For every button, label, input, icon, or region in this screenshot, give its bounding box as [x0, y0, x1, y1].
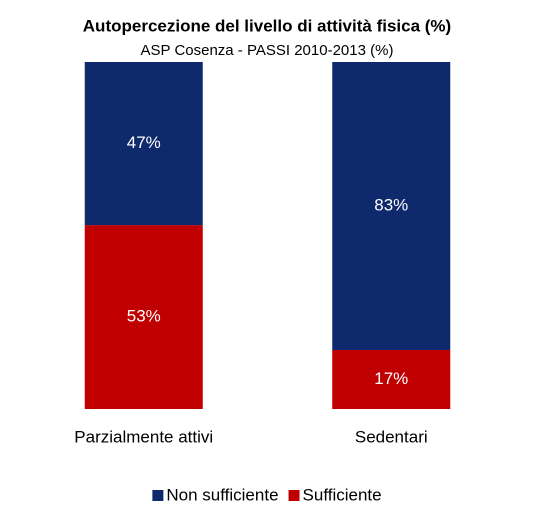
bar-segment: [332, 62, 451, 351]
chart-title: Autopercezione del livello di attività f…: [83, 16, 451, 35]
data-label: 53%: [127, 307, 161, 326]
data-label: 47%: [127, 133, 161, 152]
bar-segment: [84, 225, 203, 409]
x-tick-label: Sedentari: [355, 427, 428, 446]
data-label: 17%: [374, 369, 408, 388]
data-label: 83%: [374, 195, 408, 214]
legend-swatch: [152, 490, 164, 501]
legend-label: Sufficiente: [303, 485, 382, 504]
legend-swatch: [288, 490, 300, 501]
bar-segment: [332, 350, 451, 409]
legend-label: Non sufficiente: [166, 485, 278, 504]
bar-segment: [84, 62, 203, 226]
x-tick-label: Parzialmente attivi: [74, 427, 213, 446]
chart-subtitle: ASP Cosenza - PASSI 2010-2013 (%): [141, 42, 394, 59]
